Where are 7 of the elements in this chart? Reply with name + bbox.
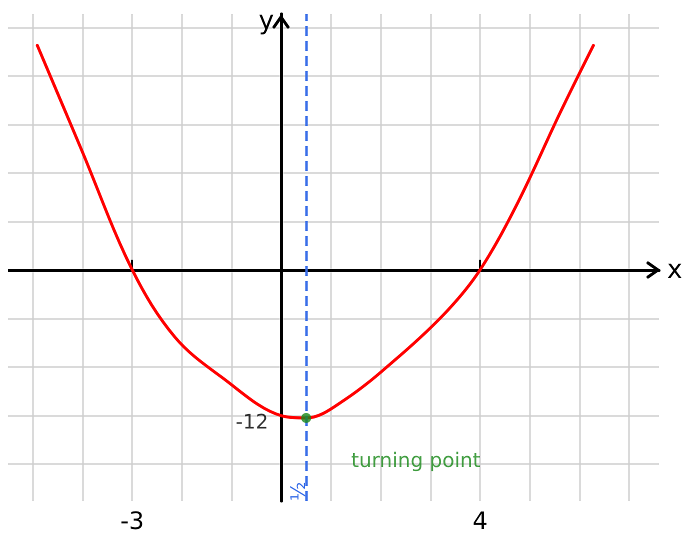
x-tick-label: 4 <box>472 507 488 535</box>
ref-line-label: ½ <box>286 482 310 501</box>
annotation: -12 <box>236 410 268 434</box>
y-axis-title: y <box>258 6 274 36</box>
annotation: turning point <box>351 448 481 472</box>
x-tick-label: -3 <box>120 507 144 535</box>
x-axis-title: x <box>667 254 682 285</box>
